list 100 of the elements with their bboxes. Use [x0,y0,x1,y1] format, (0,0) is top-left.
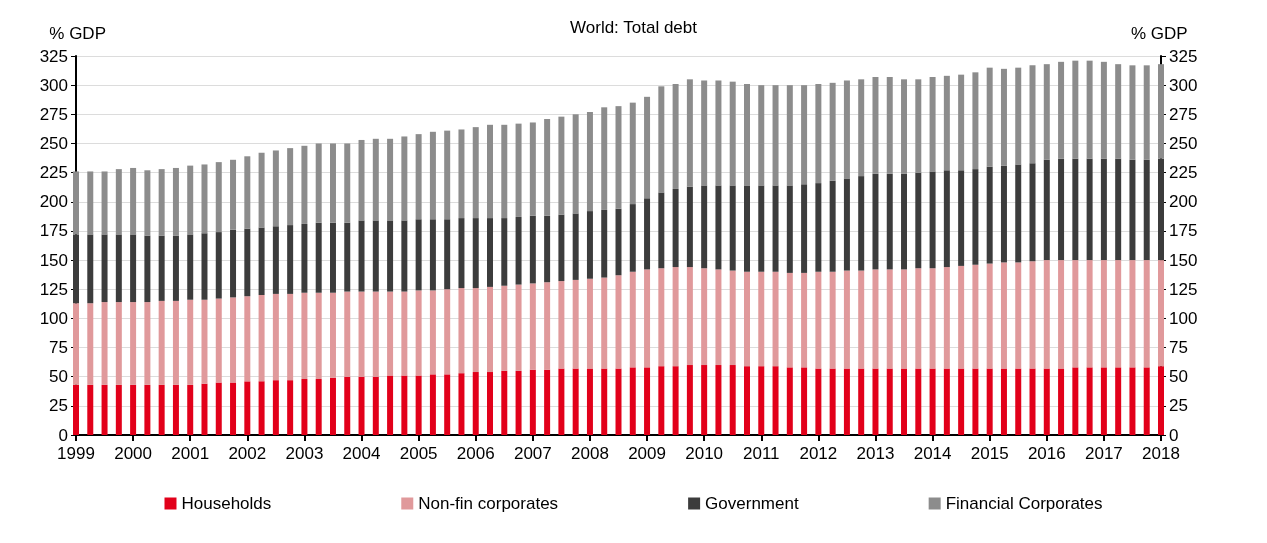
bar [1015,67,1022,165]
bar [244,381,251,435]
bar [1100,367,1107,435]
bar [986,263,993,369]
bar [743,366,750,435]
y-tick-label: 200 [39,192,68,212]
bar [915,79,922,173]
bar [87,303,94,385]
bar [772,185,779,272]
bar [558,368,565,435]
bar [1129,260,1136,368]
x-tick-label: 2000 [114,444,153,463]
bar [501,218,508,286]
bar [101,171,108,235]
bar [130,167,137,235]
bar [958,368,965,435]
bar [201,299,208,384]
bar [1129,159,1136,261]
bar [329,143,336,223]
bar [472,372,479,435]
bar [158,169,165,236]
bar [701,365,708,435]
bar [1143,260,1150,368]
y2-tick-label: 125 [1169,279,1198,299]
bar [929,268,936,369]
bar [1072,367,1079,435]
bar [786,85,793,186]
x-tick-label: 2009 [628,444,666,463]
bar [586,368,593,435]
bar [601,277,608,369]
bar [1043,260,1050,369]
bar [444,219,451,290]
bar [201,164,208,234]
x-tick-label: 2005 [399,444,438,463]
bar [87,171,94,235]
bar [529,122,536,216]
x-tick-label: 2007 [513,444,552,463]
bar [1158,158,1164,261]
y-tick-label: 100 [39,308,68,328]
bar [1029,163,1036,262]
bar [772,366,779,435]
y-tick-label: 150 [39,250,68,270]
bar [972,169,979,265]
x-tick-label: 2003 [285,444,324,463]
bar [644,96,651,199]
y2-tick-label: 200 [1169,192,1198,212]
bar [715,269,722,366]
bar [758,271,765,367]
bar [986,67,993,167]
bar [801,272,808,368]
bar [244,296,251,382]
bar [215,162,222,233]
bar [1086,158,1093,261]
bar [115,169,122,235]
bar [786,367,793,435]
bar [901,173,908,270]
bar [986,166,993,264]
bar [1158,366,1164,435]
bar [986,368,993,435]
bar [401,220,408,292]
x-tick-label: 2012 [799,444,838,463]
bar [387,220,394,292]
bar [87,384,94,435]
x-tick-label: 1999 [57,444,95,463]
bar [629,102,636,205]
bar [487,218,494,287]
bar [972,368,979,435]
bar [73,171,79,235]
bar [187,234,194,300]
bar [158,384,165,435]
y-tick-label: 125 [39,279,68,299]
bar [258,152,265,228]
bar [843,368,850,435]
bar [329,222,336,293]
bar [586,111,593,212]
bar [244,156,251,229]
bar [372,220,379,292]
bar [772,85,779,186]
bar [272,293,279,381]
bar [1143,159,1150,261]
bar [972,72,979,170]
bar [872,76,879,174]
y2-tick-label: 225 [1169,163,1198,183]
bar [401,136,408,221]
bar [901,79,908,174]
bar [287,380,294,435]
bar [315,222,322,293]
y2-tick-label: 75 [1169,338,1188,358]
y-tick-label: 0 [58,425,68,445]
bar [429,290,436,375]
x-tick-label: 2010 [685,444,724,463]
bar [344,376,351,435]
bar [515,123,522,217]
bar [858,368,865,435]
bar [672,188,679,268]
legend-label: Government [705,494,799,513]
x-tick-label: 2015 [970,444,1009,463]
bar [929,76,936,172]
bar [915,368,922,435]
bar [258,381,265,435]
